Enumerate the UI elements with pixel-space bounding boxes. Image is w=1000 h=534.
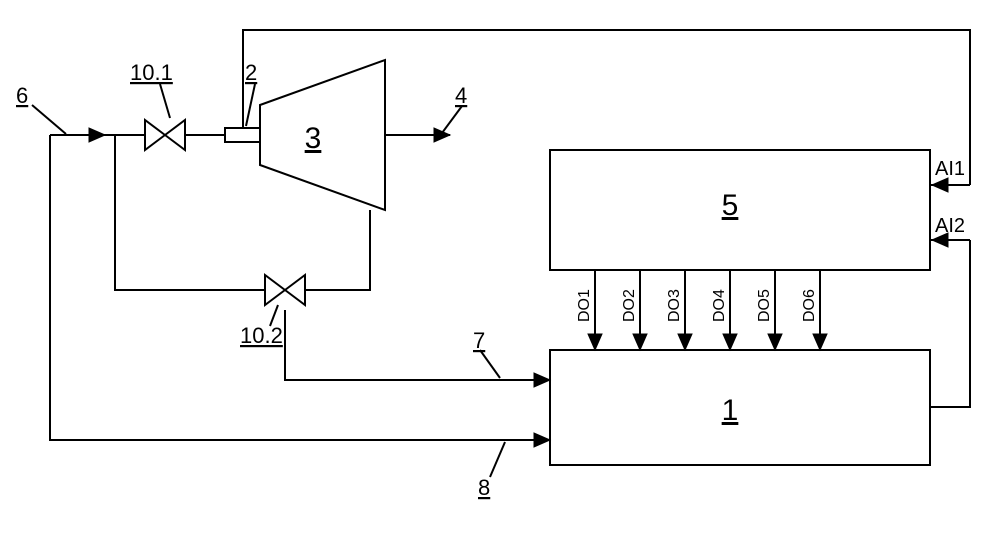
leader-7 xyxy=(480,350,500,378)
annotation-8: 8 xyxy=(478,475,490,500)
label-driver_1: 1 xyxy=(722,394,739,427)
box-sensor_2 xyxy=(225,128,260,142)
valve-valve_102 xyxy=(265,275,305,305)
do-label-1: DO1 xyxy=(576,289,593,322)
annotation-2: 2 xyxy=(245,60,257,85)
label-controller_5: 5 xyxy=(722,189,739,222)
arrowhead xyxy=(534,433,550,447)
wire-bypass_b xyxy=(305,210,370,290)
label-compressor_3: 3 xyxy=(305,122,322,155)
arrowhead xyxy=(89,128,105,142)
do-label-3: DO3 xyxy=(666,289,683,322)
arrowhead xyxy=(813,334,827,350)
valve-valve_101 xyxy=(145,120,185,150)
annotation-102: 10.2 xyxy=(240,323,283,348)
annotation-AI1: AI1 xyxy=(935,158,965,180)
annotation-4: 4 xyxy=(455,83,467,108)
wire-feedback_1_to_5 xyxy=(930,240,970,407)
leader-8 xyxy=(490,442,505,477)
box-controller_5 xyxy=(550,150,930,270)
annotation-7: 7 xyxy=(473,328,485,353)
arrowhead xyxy=(768,334,782,350)
leader-6 xyxy=(32,105,66,134)
box-compressor_3 xyxy=(260,60,385,210)
arrowhead xyxy=(434,128,450,142)
leader-101 xyxy=(160,84,170,118)
arrowhead xyxy=(633,334,647,350)
arrowhead xyxy=(534,373,550,387)
box-driver_1 xyxy=(550,350,930,465)
wire-line_8 xyxy=(50,135,550,440)
arrowhead xyxy=(932,178,948,192)
do-label-5: DO5 xyxy=(756,289,773,322)
arrowhead xyxy=(678,334,692,350)
wire-line_7 xyxy=(285,310,550,380)
do-label-6: DO6 xyxy=(801,289,818,322)
annotation-AI2: AI2 xyxy=(935,215,965,237)
do-label-4: DO4 xyxy=(711,289,728,322)
leader-4 xyxy=(442,106,462,133)
leader-2 xyxy=(246,84,255,126)
arrowhead xyxy=(588,334,602,350)
do-label-2: DO2 xyxy=(621,289,638,322)
annotation-6: 6 xyxy=(16,83,28,108)
arrowhead xyxy=(723,334,737,350)
annotation-101: 10.1 xyxy=(130,60,173,85)
wire-sensor2_line_up xyxy=(243,30,970,185)
wire-bypass_a xyxy=(115,135,265,290)
